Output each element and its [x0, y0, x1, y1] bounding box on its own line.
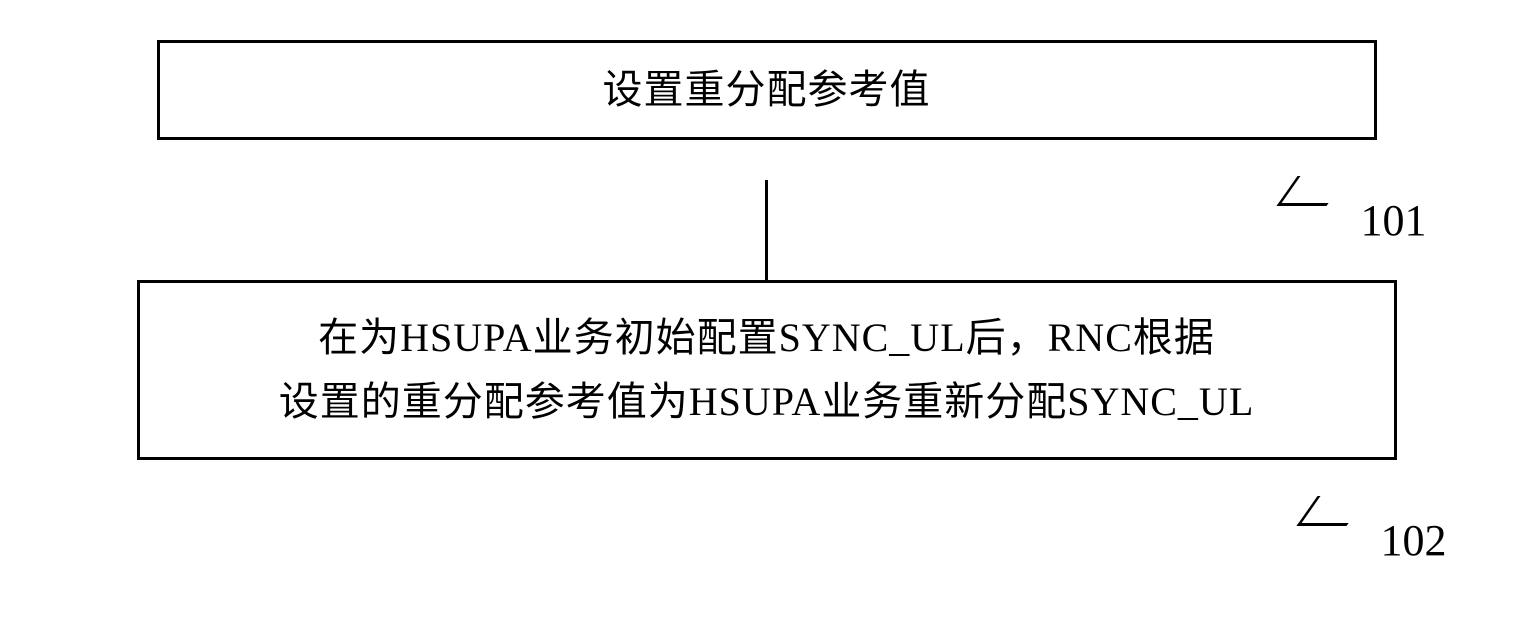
node-101-text: 设置重分配参考值: [603, 58, 931, 122]
label-tick-101: [1276, 176, 1347, 206]
flowchart-node-102: 在为HSUPA业务初始配置SYNC_UL后，RNC根据 设置的重分配参考值为HS…: [137, 280, 1397, 460]
flowchart-container: 设置重分配参考值 在为HSUPA业务初始配置SYNC_UL后，RNC根据 设置的…: [117, 40, 1417, 460]
flowchart-node-101: 设置重分配参考值: [157, 40, 1377, 140]
node-102-text-line1: 在为HSUPA业务初始配置SYNC_UL后，RNC根据: [318, 315, 1215, 360]
node-label-101: 101: [1361, 195, 1427, 246]
label-tick-102: [1296, 496, 1367, 526]
node-102-text-line2: 设置的重分配参考值为HSUPA业务重新分配SYNC_UL: [279, 379, 1255, 424]
node-label-102: 102: [1381, 515, 1447, 566]
node-102-text: 在为HSUPA业务初始配置SYNC_UL后，RNC根据 设置的重分配参考值为HS…: [279, 306, 1255, 434]
arrow-line: [765, 180, 768, 295]
